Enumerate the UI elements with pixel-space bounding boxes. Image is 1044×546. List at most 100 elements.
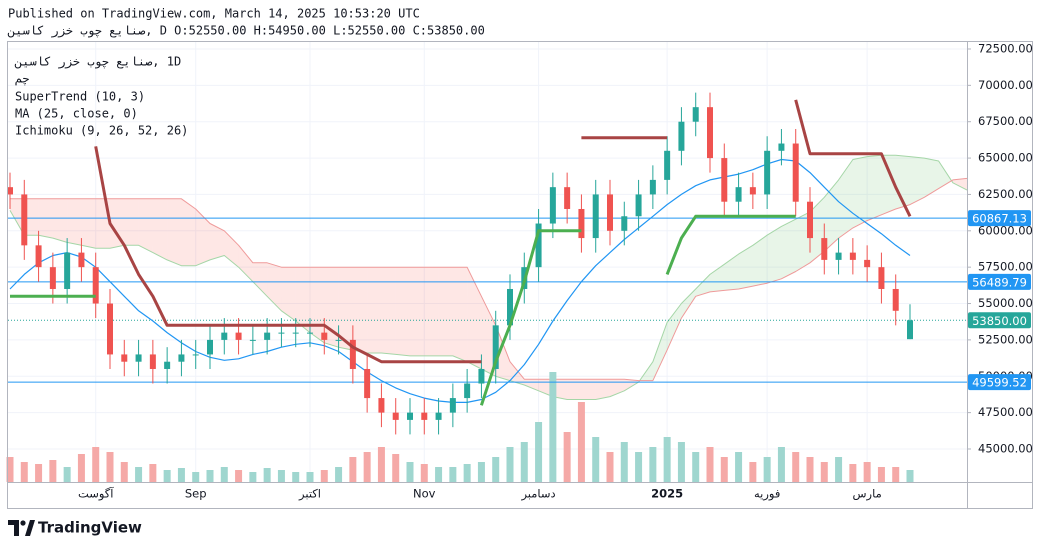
published-line: Published on TradingView.com, March 14, … [8,7,420,21]
volume-bar [463,464,471,482]
candle-body [207,339,213,355]
volume-bar [663,437,671,482]
cloud-segment [667,303,682,351]
volume-bar [549,372,557,482]
cloud-segment [652,322,668,381]
cloud-segment [10,198,25,236]
price-label: 60867.13 [972,212,1027,226]
volume-bar [749,462,757,482]
volume-bar [63,467,71,482]
cloud-segment [181,198,196,266]
x-tick-label: اکتبر [298,487,321,502]
candle-body [564,187,571,209]
candle-body [864,259,871,268]
candle-body [78,252,85,268]
cloud-segment [581,379,596,400]
cloud-segment [195,208,210,266]
volume-bar [620,442,628,482]
candle-body [835,252,842,260]
candle-body [635,194,642,217]
volume-bar [306,472,314,482]
y-tick-label: 65000.00 [978,151,1033,165]
candle-body [278,332,285,334]
volume-bar [449,467,457,482]
price-label: 49599.52 [972,376,1027,390]
candle-body [664,150,671,180]
cloud-segment [381,267,396,355]
cloud-segment [295,267,310,333]
cloud-segment [610,379,625,397]
brand-name: TradingView [38,519,142,537]
candle-body [221,332,228,340]
candle-body [149,354,156,369]
cloud-segment [710,264,725,292]
cloud-segment [367,267,382,353]
volume-bar [635,452,643,482]
candle-body [121,354,128,362]
cloud-segment [567,379,582,400]
x-tick-label: 2025 [651,487,683,501]
legend-ichimoku: Ichimoku (9, 26, 52, 26) [15,124,188,138]
volume-bar [735,452,743,482]
volume-bar [806,457,814,482]
volume-bar [392,454,400,482]
span-b-line [10,177,968,382]
x-tick-label: Nov [413,487,436,501]
volume-bar [506,447,514,482]
candle-body [364,368,371,399]
y-tick-label: 67500.00 [978,114,1033,128]
legend: نیساک رزخ بوچ عیانص, 1D مچ SuperTrend (1… [14,55,188,138]
volume-bar [435,467,443,482]
legend-exchange: مچ [15,72,29,86]
y-tick-label: 45000.00 [978,441,1033,455]
volume-bar [377,447,385,482]
candle-body [692,107,699,122]
candle-body [164,361,171,369]
x-tick-label: Sep [185,487,207,501]
candle-body [292,332,299,334]
volume-bar [777,447,785,482]
logo-slash [25,520,35,536]
candle-body [764,150,771,195]
candle-body [478,368,485,384]
volume-bar [6,457,14,482]
cloud-segment [881,155,896,215]
cloud-segment [52,198,68,243]
legend-symbol: نیساک رزخ بوچ عیانص, 1D [14,55,181,70]
volume-bar [149,464,157,482]
cloud-segment [438,267,453,356]
plot-area [6,42,968,482]
supertrend-down [94,99,912,364]
candle-body [607,194,613,231]
price-label-box [968,273,1031,290]
volume-bar [535,422,543,482]
volume-bar [320,470,328,482]
volume-bar [849,464,857,482]
volume-bar [406,462,414,482]
volume-bar [577,402,585,482]
volume-bar [420,464,428,482]
y-tick-label: 62500.00 [978,187,1033,201]
candle-body [307,332,313,334]
candle-body [435,412,442,420]
cloud-segment [752,235,768,287]
volume-bar [92,447,100,482]
cloud-segment [452,267,468,362]
candle-body [778,143,785,151]
volume-bar [520,442,528,482]
volume-bar [820,462,828,482]
cloud-segment [924,158,939,198]
cloud-segment [738,245,753,289]
volume-bar [692,452,700,482]
cloud-segment [152,198,168,260]
candle-body [907,320,913,340]
volume-bar [120,462,128,482]
candle-body [649,179,656,195]
candle-body [349,339,356,369]
x-tick-label: آگوست [78,487,114,502]
cloud-segment [467,267,482,369]
candle-body [49,267,56,289]
candle-body [449,398,456,413]
candle-body [792,143,799,202]
y-tick-label: 57500.00 [978,260,1033,274]
